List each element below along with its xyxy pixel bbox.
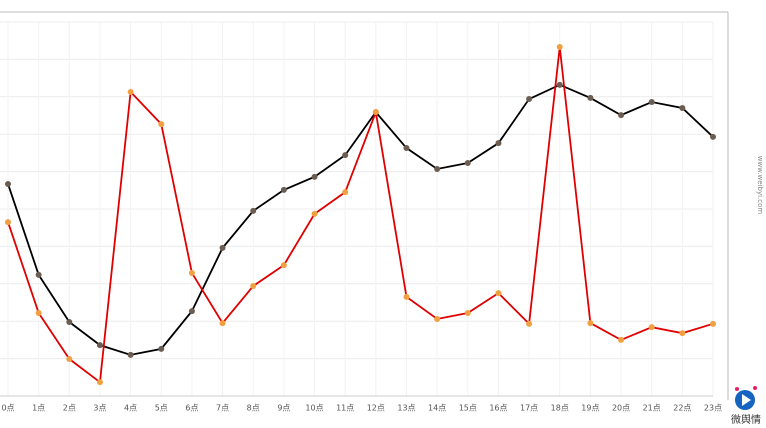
point — [710, 320, 716, 327]
point — [250, 283, 257, 290]
x-tick-label: 10点 — [305, 404, 323, 413]
point — [311, 210, 318, 217]
point — [35, 271, 42, 278]
point — [526, 96, 533, 103]
point — [648, 324, 655, 331]
point — [250, 207, 257, 214]
x-tick-label: 3点 — [93, 404, 106, 413]
point — [158, 345, 165, 352]
point — [219, 320, 226, 327]
x-tick-label: 14点 — [428, 404, 446, 413]
x-tick-label: 19点 — [581, 404, 599, 413]
x-tick-label: 18点 — [551, 404, 569, 413]
point — [526, 320, 533, 327]
x-tick-label: 1点 — [32, 404, 45, 413]
x-tick-label: 9点 — [277, 404, 290, 413]
point — [342, 152, 349, 159]
point — [66, 318, 73, 325]
x-tick-label: 13点 — [397, 404, 415, 413]
x-tick-label: 6点 — [185, 404, 198, 413]
x-tick-label: 8点 — [247, 404, 260, 413]
point — [188, 308, 195, 315]
point — [495, 140, 502, 147]
x-tick-label: 5点 — [155, 404, 168, 413]
point — [587, 320, 594, 327]
logo-text: 微舆情 — [731, 413, 761, 426]
x-tick-label: 16点 — [489, 404, 507, 413]
point — [342, 189, 349, 196]
point — [96, 379, 103, 386]
point — [679, 105, 686, 112]
x-tick-label: 4点 — [124, 404, 137, 413]
x-tick-label: 11点 — [336, 404, 354, 413]
watermark: www.weibyi.com — [756, 156, 764, 215]
point — [587, 94, 594, 101]
point — [618, 112, 625, 119]
x-tick-label: 21点 — [643, 404, 661, 413]
point — [710, 133, 716, 140]
point — [556, 44, 563, 51]
point — [66, 355, 73, 362]
x-tick-label: 7点 — [216, 404, 229, 413]
point — [188, 269, 195, 276]
point — [403, 293, 410, 300]
point — [434, 165, 441, 172]
point — [35, 309, 42, 316]
point — [5, 219, 11, 226]
point — [280, 262, 287, 269]
point — [618, 336, 625, 343]
x-tick-label: 15点 — [459, 404, 477, 413]
x-tick-label: 12点 — [367, 404, 385, 413]
point — [5, 180, 11, 187]
point — [464, 159, 471, 166]
point — [434, 315, 441, 322]
logo — [735, 386, 757, 410]
point — [372, 109, 379, 116]
point — [556, 81, 563, 88]
point — [648, 99, 655, 106]
point — [280, 186, 287, 193]
x-tick-label: 17点 — [520, 404, 538, 413]
point — [679, 330, 686, 337]
series-line — [7, 83, 714, 356]
point — [158, 121, 165, 128]
point — [96, 342, 103, 349]
x-tick-label: 20点 — [612, 404, 630, 413]
x-tick-label: 22点 — [673, 404, 691, 413]
series-line — [7, 46, 714, 384]
point — [311, 173, 318, 180]
point — [127, 88, 134, 95]
x-tick-label: 2点 — [63, 404, 76, 413]
point — [127, 351, 134, 358]
point — [219, 244, 226, 251]
x-tick-label: 23点 — [704, 404, 722, 413]
point — [403, 145, 410, 152]
point — [495, 290, 502, 297]
x-tick-label: 0点 — [1, 404, 14, 413]
point — [464, 309, 471, 316]
